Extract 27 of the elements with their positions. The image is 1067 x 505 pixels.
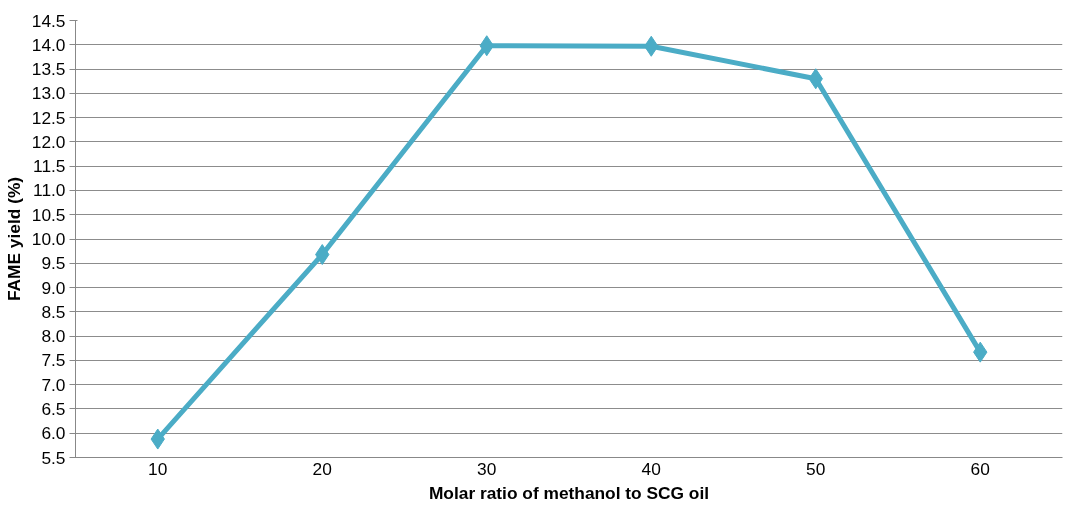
y-tick-label: 12.5 — [31, 107, 66, 128]
y-tick-label: 5.5 — [41, 447, 66, 468]
y-tick-label: 7.0 — [41, 374, 66, 395]
y-tick-label: 8.0 — [41, 326, 66, 347]
x-tick-label: 10 — [148, 458, 168, 479]
y-tick-label: 8.5 — [41, 301, 66, 322]
y-tick-label: 6.0 — [41, 423, 66, 444]
y-tick-label: 14.0 — [31, 34, 66, 55]
y-axis-title: FAME yield (%) — [3, 176, 24, 302]
x-tick-label: 30 — [477, 458, 497, 479]
x-tick-label: 40 — [641, 458, 661, 479]
x-tick-label: 20 — [312, 458, 332, 479]
y-tick-label: 9.0 — [41, 277, 66, 298]
x-tick-label: 60 — [970, 458, 990, 479]
y-tick-label: 11.0 — [33, 180, 66, 201]
x-axis-title: Molar ratio of methanol to SCG oil — [428, 482, 710, 503]
y-tick-label: 12.0 — [31, 131, 66, 152]
x-tick-label: 50 — [806, 458, 826, 479]
y-tick-label: 7.5 — [41, 350, 66, 371]
y-tick-label: 10.0 — [31, 229, 66, 249]
y-tick-label: 9.5 — [41, 253, 66, 274]
y-tick-label: 13.5 — [31, 59, 66, 80]
y-tick-label: 14.5 — [31, 10, 66, 31]
y-tick-label: 6.5 — [41, 398, 66, 419]
y-tick-label: 11.5 — [33, 156, 66, 177]
y-tick-label: 10.5 — [31, 204, 66, 225]
y-tick-label: 13.0 — [31, 83, 66, 104]
